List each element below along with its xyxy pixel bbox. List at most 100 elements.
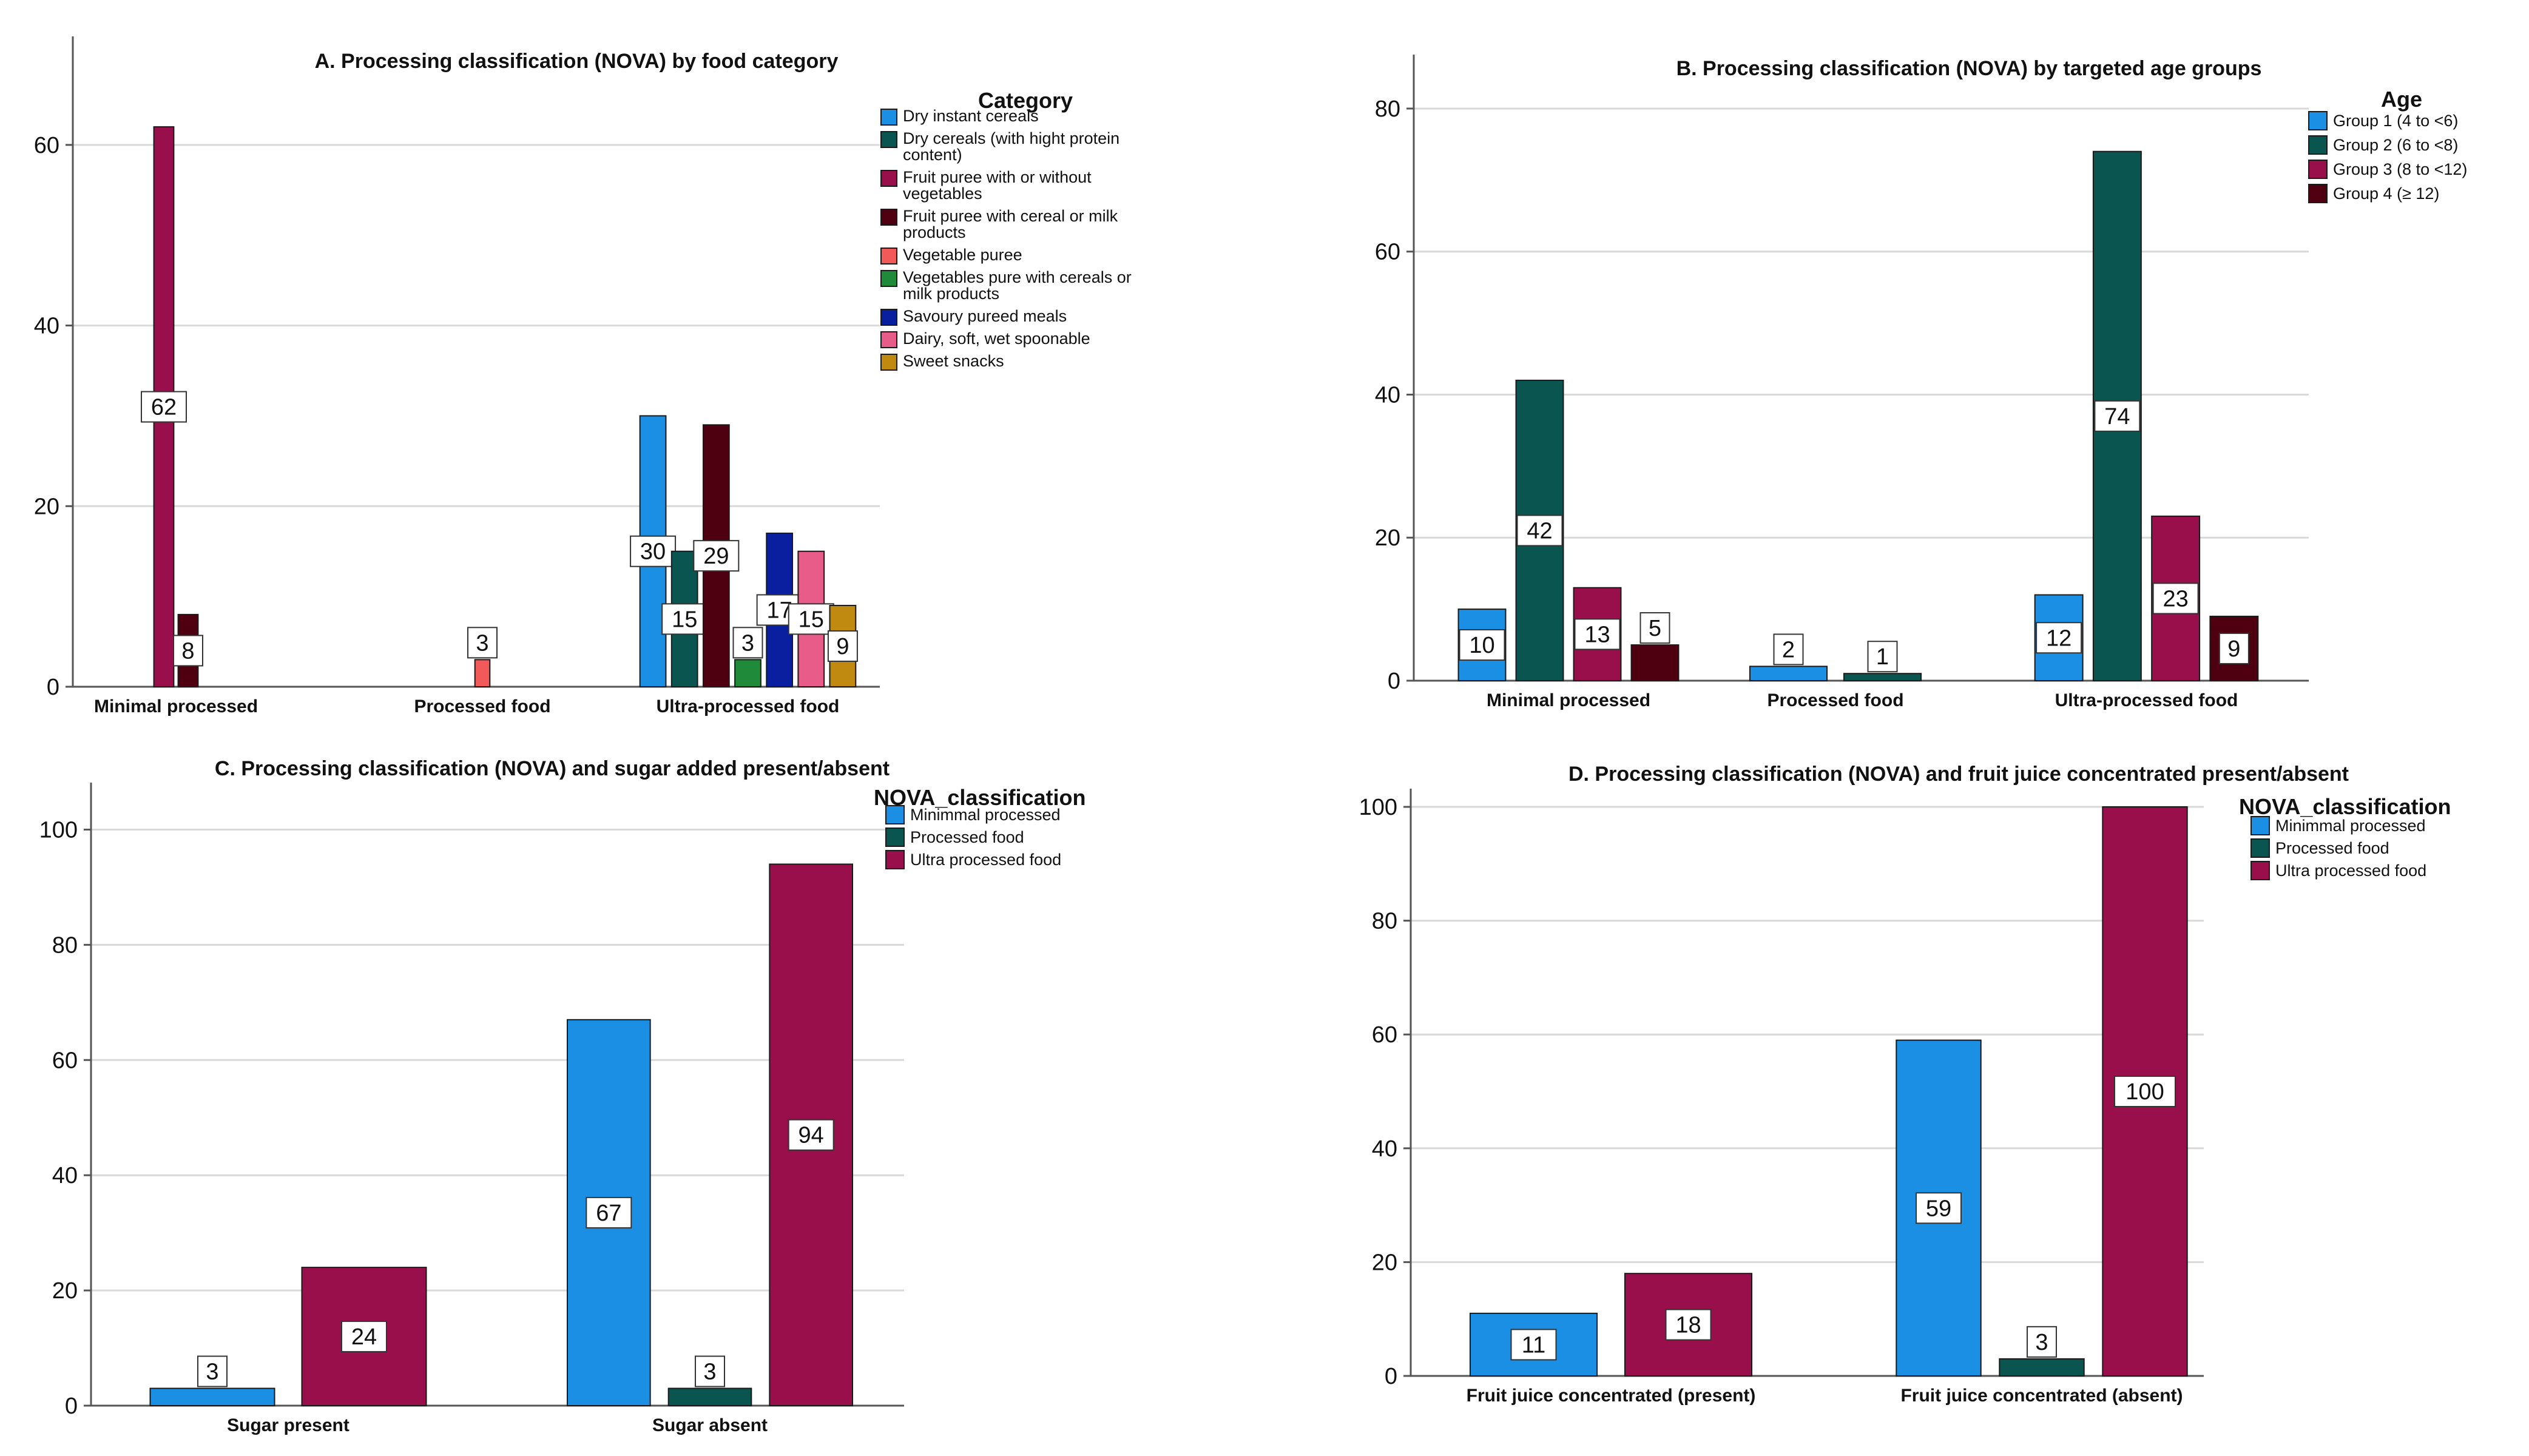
x-category-label: Minimal processed — [1487, 690, 1650, 710]
y-tick-label: 20 — [1372, 1250, 1397, 1275]
data-label-box — [1916, 1192, 1962, 1224]
data-label: 23 — [2163, 586, 2188, 612]
data-label-box — [1510, 1329, 1557, 1361]
data-label: 30 — [640, 539, 666, 565]
data-label: 100 — [2126, 1079, 2164, 1105]
data-label: 15 — [799, 607, 824, 632]
y-tick-label: 80 — [52, 932, 78, 958]
legend-entry: Vegetables pure with cereals or — [903, 268, 1132, 286]
legend-swatch — [880, 248, 897, 265]
data-label-box — [173, 635, 203, 667]
data-label-box — [2152, 582, 2199, 615]
chart-panel-d: D. Processing classification (NOVA) and … — [1359, 763, 2451, 1406]
legend-swatch — [2250, 861, 2270, 880]
y-tick-label: 100 — [1359, 795, 1397, 820]
y-tick-label: 60 — [34, 133, 59, 158]
y-tick-label: 20 — [34, 494, 59, 519]
data-label: 3 — [703, 1360, 716, 1385]
chart-panel-a: A. Processing classification (NOVA) by f… — [34, 36, 1132, 716]
legend-entry: Processed food — [2275, 839, 2389, 857]
panel-b-title: B. Processing classification (NOVA) by t… — [1676, 57, 2262, 80]
legend-entry: Group 2 (6 to <8) — [2333, 136, 2458, 154]
legend-swatch — [885, 805, 905, 824]
y-tick-label: 100 — [39, 817, 78, 843]
data-label: 42 — [1527, 518, 1552, 544]
data-label-box — [467, 627, 498, 659]
panel-a-title: A. Processing classification (NOVA) by f… — [315, 50, 839, 73]
data-label-box — [1665, 1309, 1712, 1341]
legend-swatch — [880, 270, 897, 287]
y-tick-label: 0 — [1388, 669, 1400, 694]
x-category-label: Ultra-processed food — [2055, 690, 2238, 710]
y-tick-label: 20 — [1375, 525, 1400, 551]
data-label-box — [1516, 514, 1563, 547]
legend-entry: Minimmal processed — [2275, 817, 2426, 835]
data-label: 3 — [476, 630, 488, 656]
legend-entry: Dry cereals (with hight protein — [903, 129, 1119, 147]
bar — [1999, 1358, 2085, 1377]
y-tick-label: 0 — [47, 675, 59, 700]
data-label-box — [2218, 632, 2249, 664]
x-category-label: Processed food — [414, 696, 550, 716]
y-tick-label: 0 — [65, 1394, 78, 1419]
legend-entry: Fruit puree with cereal or milk — [903, 207, 1118, 225]
y-tick-label: 40 — [34, 314, 59, 339]
bar — [734, 659, 761, 688]
data-label-box — [661, 603, 708, 635]
legend-swatch — [2250, 816, 2270, 835]
bar — [1843, 673, 1922, 682]
legend-entry: Fruit puree with or without — [903, 168, 1092, 186]
panel-d-legend-title: NOVA_classification — [2239, 794, 2451, 819]
y-tick-label: 60 — [1372, 1022, 1397, 1048]
legend-swatch — [880, 309, 897, 326]
data-label: 11 — [1522, 1332, 1545, 1358]
data-label: 13 — [1584, 622, 1610, 647]
data-label: 94 — [799, 1123, 824, 1148]
data-label-box — [788, 603, 834, 635]
x-category-label: Sugar absent — [652, 1415, 768, 1435]
data-label-box — [827, 630, 858, 662]
y-tick-label: 40 — [1375, 382, 1400, 408]
data-label: 9 — [2227, 636, 2240, 662]
data-label: 24 — [351, 1324, 377, 1350]
legend-entry: vegetables — [903, 184, 982, 203]
legend-entry: Sweet snacks — [903, 352, 1004, 370]
data-label-box — [197, 1355, 228, 1387]
data-label: 18 — [1675, 1313, 1701, 1338]
y-tick-label: 60 — [1375, 240, 1400, 265]
x-category-label: Fruit juice concentrated (present) — [1467, 1386, 1756, 1406]
data-label: 17 — [767, 598, 792, 623]
x-category-label: Sugar present — [227, 1415, 349, 1435]
data-label: 3 — [741, 630, 754, 656]
data-label: 9 — [836, 634, 849, 659]
data-label-box — [2094, 400, 2141, 432]
legend-swatch — [880, 354, 897, 371]
data-label-box — [693, 540, 740, 572]
panel-a-legend-title: Category — [978, 88, 1073, 113]
data-label: 29 — [703, 544, 729, 569]
data-label-box — [732, 627, 763, 659]
data-label: 15 — [672, 607, 697, 632]
y-tick-label: 60 — [52, 1048, 78, 1073]
legend-entry: Vegetable puree — [903, 246, 1022, 264]
legend-swatch — [2250, 838, 2270, 858]
data-label-box — [341, 1321, 387, 1353]
legend-entry: Savoury pureed meals — [903, 307, 1067, 325]
legend-entry: Dry instant cereals — [903, 107, 1039, 125]
legend-swatch — [2308, 184, 2328, 203]
legend-swatch — [880, 209, 897, 226]
data-label: 5 — [1649, 616, 1661, 641]
data-label: 3 — [2035, 1330, 2048, 1355]
legend-entry: content) — [903, 146, 962, 164]
legend-entry: products — [903, 223, 966, 241]
legend-swatch — [2308, 160, 2328, 179]
data-label-box — [2114, 1076, 2176, 1107]
data-label-box — [1574, 618, 1621, 650]
data-label: 1 — [1876, 644, 1889, 670]
bar — [1749, 666, 1828, 682]
bar — [667, 1387, 752, 1407]
panel-d-title: D. Processing classification (NOVA) and … — [1568, 763, 2349, 786]
y-tick-label: 80 — [1372, 909, 1397, 934]
data-label: 12 — [2046, 625, 2071, 651]
